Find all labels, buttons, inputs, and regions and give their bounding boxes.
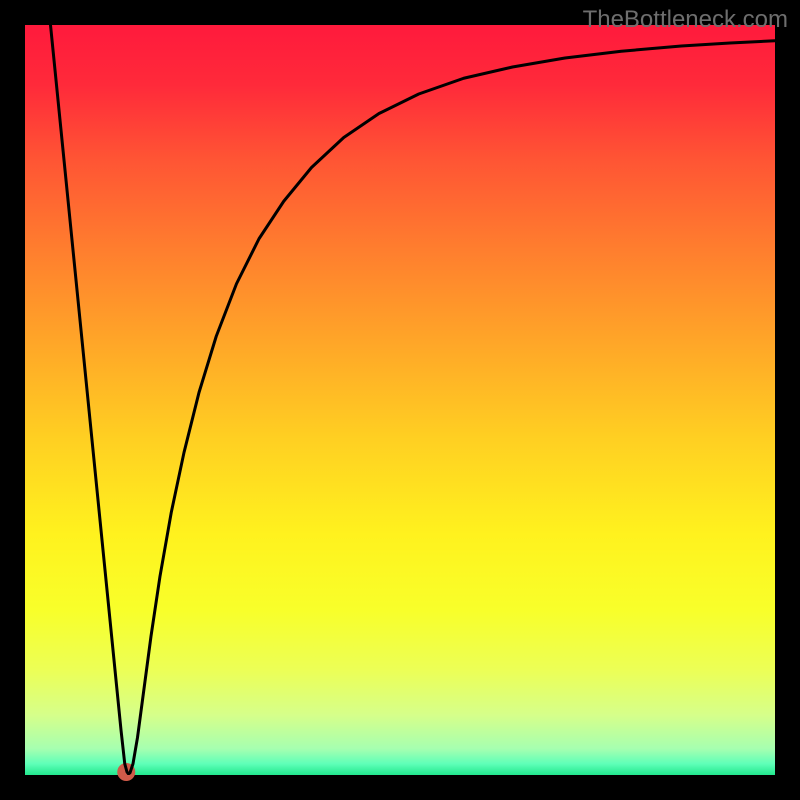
figure-container: TheBottleneck.com	[0, 0, 800, 800]
plot-area	[25, 25, 775, 775]
gradient-chart	[0, 0, 800, 800]
